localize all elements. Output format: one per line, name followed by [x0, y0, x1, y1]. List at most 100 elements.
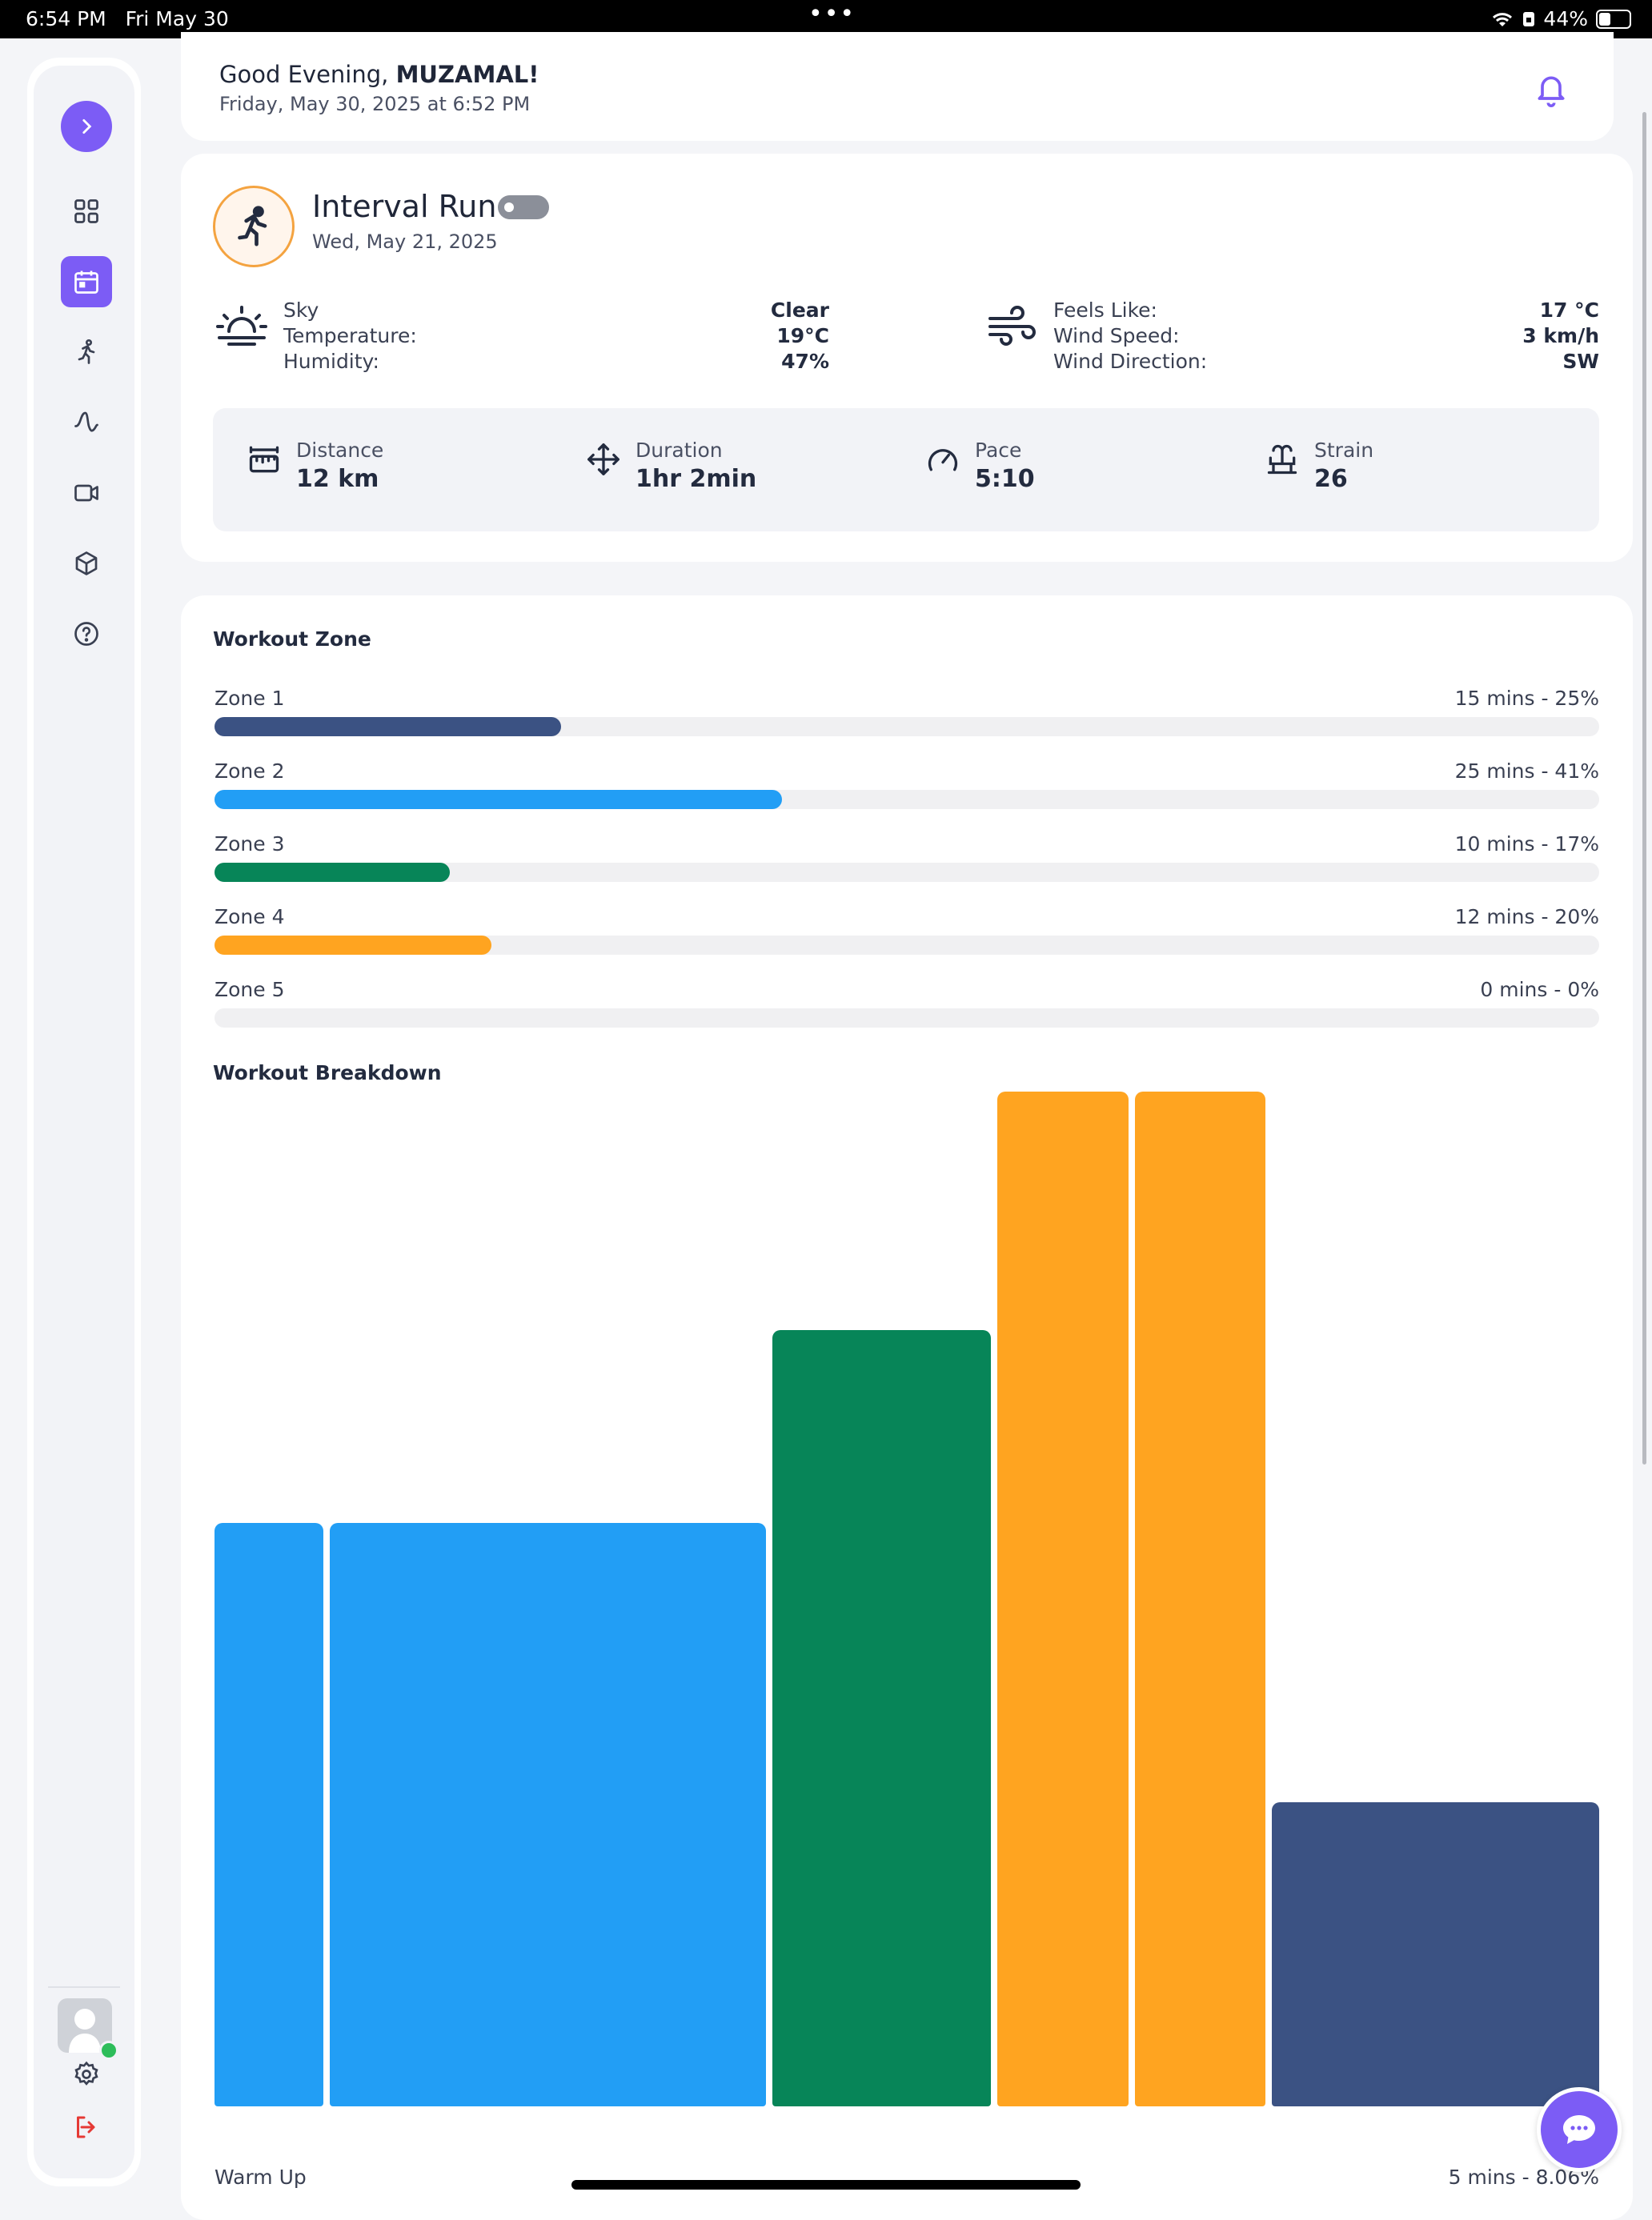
- sidebar-item-analytics[interactable]: [61, 397, 112, 448]
- sidebar: [27, 58, 141, 2186]
- zone-name: Zone 4: [215, 905, 285, 928]
- battery-icon: [1596, 9, 1631, 29]
- zone-info: 10 mins - 17%: [1454, 832, 1599, 856]
- chevron-right-icon: [82, 119, 92, 134]
- runner-icon: [78, 339, 95, 364]
- user-name: MUZAMAL!: [395, 61, 539, 88]
- temperature-label: Temperature:: [283, 324, 417, 347]
- sky-label: Sky: [283, 299, 319, 322]
- workout-toggle[interactable]: [498, 195, 549, 219]
- workout-zone-title: Workout Zone: [213, 627, 371, 651]
- humidity-label: Humidity:: [283, 350, 379, 373]
- wind-direction-label: Wind Direction:: [1053, 350, 1208, 373]
- calendar-icon: [74, 270, 98, 294]
- zone-progress-fill: [215, 936, 491, 955]
- zone-name: Zone 5: [215, 978, 285, 1001]
- ruler-icon: [249, 446, 279, 473]
- sky-value: Clear: [770, 299, 829, 322]
- breakdown-bar[interactable]: [215, 1522, 324, 2106]
- workout-summary-card: Interval Run Wed, May 21, 2025 Sky Tempe…: [181, 154, 1633, 562]
- home-indicator[interactable]: [571, 2180, 1081, 2190]
- zone-info: 15 mins - 25%: [1454, 687, 1599, 710]
- zone-info: 12 mins - 20%: [1454, 905, 1599, 928]
- breakdown-bar[interactable]: [772, 1329, 991, 2106]
- breakdown-bar[interactable]: [330, 1522, 767, 2106]
- video-icon: [74, 484, 98, 502]
- greeting: Good Evening, MUZAMAL!: [219, 61, 539, 88]
- zone-name: Zone 1: [215, 687, 285, 710]
- breakdown-bar[interactable]: [997, 1092, 1129, 2106]
- gear-icon: [74, 2061, 98, 2086]
- chat-bubble-icon: [1563, 2115, 1595, 2144]
- metric-strain: Strain 26: [1267, 439, 1374, 493]
- metric-label: Pace: [975, 439, 1022, 462]
- zone-progress-fill: [215, 717, 561, 736]
- workout-title: Interval Run: [312, 189, 497, 224]
- fountain-icon: [1267, 444, 1297, 475]
- wind-speed-label: Wind Speed:: [1053, 324, 1180, 347]
- current-datetime: Friday, May 30, 2025 at 6:52 PM: [219, 93, 531, 115]
- sidebar-item-videos[interactable]: [61, 467, 112, 519]
- scrollbar[interactable]: [1642, 112, 1646, 1465]
- metric-pace: Pace 5:10: [928, 439, 1035, 493]
- sidebar-item-activities[interactable]: [61, 327, 112, 378]
- sidebar-item-calendar[interactable]: [61, 256, 112, 307]
- sidebar-item-products[interactable]: [61, 538, 112, 589]
- multitasking-dots[interactable]: •••: [808, 0, 856, 28]
- cube-icon: [75, 551, 98, 575]
- metric-label: Duration: [636, 439, 723, 462]
- metric-value: 12 km: [296, 465, 379, 493]
- metric-value: 26: [1314, 465, 1348, 493]
- chat-button[interactable]: [1537, 2087, 1622, 2172]
- settings-button[interactable]: [61, 2052, 112, 2097]
- metric-distance: Distance 12 km: [249, 439, 384, 493]
- status-right: 44%: [1490, 7, 1631, 30]
- metric-value: 5:10: [975, 465, 1035, 493]
- sidebar-expand-button[interactable]: [61, 101, 112, 152]
- wind-speed-value: 3 km/h: [1522, 324, 1599, 347]
- segment-label: Warm Up: [215, 2166, 307, 2189]
- logout-button[interactable]: [61, 2105, 112, 2150]
- feels-like-label: Feels Like:: [1053, 299, 1157, 322]
- zone-info: 25 mins - 41%: [1454, 759, 1599, 783]
- bell-icon[interactable]: [1534, 70, 1569, 109]
- metric-value: 1hr 2min: [636, 465, 757, 493]
- status-time: 6:54 PM Fri May 30: [26, 7, 229, 30]
- wifi-icon: [1493, 12, 1513, 26]
- breakdown-bar[interactable]: [1272, 1801, 1599, 2106]
- grid-icon: [74, 199, 98, 223]
- zone-progress-track: [215, 863, 1599, 882]
- lock-rotation-icon: [1523, 11, 1535, 26]
- workout-breakdown-title: Workout Breakdown: [213, 1061, 442, 1084]
- wind-icon: [988, 306, 1036, 346]
- metric-label: Distance: [296, 439, 384, 462]
- zone-progress-fill: [215, 790, 783, 809]
- breakdown-bar[interactable]: [1134, 1092, 1266, 2106]
- gauge-icon: [928, 449, 958, 471]
- zone-name: Zone 2: [215, 759, 285, 783]
- sidebar-item-help[interactable]: [61, 608, 112, 659]
- header-card: Good Evening, MUZAMAL! Friday, May 30, 2…: [181, 32, 1614, 141]
- metric-label: Strain: [1314, 439, 1374, 462]
- humidity-value: 47%: [781, 350, 829, 373]
- move-arrows-icon: [587, 443, 620, 475]
- zone-progress-track: [215, 717, 1599, 736]
- zone-info: 0 mins - 0%: [1480, 978, 1599, 1001]
- battery-percent: 44%: [1543, 7, 1588, 30]
- help-circle-icon: [74, 622, 98, 646]
- workout-zone-card: Workout Zone Zone 1 15 mins - 25% Zone 2 25…: [181, 595, 1633, 2220]
- zone-name: Zone 3: [215, 832, 285, 856]
- temperature-value: 19°C: [776, 324, 829, 347]
- zone-progress-track: [215, 936, 1599, 955]
- workout-metrics: Distance 12 km Duration 1hr 2min Pace 5:…: [213, 408, 1599, 531]
- sidebar-item-dashboard[interactable]: [61, 186, 112, 237]
- sidebar-panel: [34, 66, 134, 2178]
- workout-type-badge: [213, 186, 295, 267]
- zone-progress-fill: [215, 863, 451, 882]
- zone-progress-track: [215, 1008, 1599, 1028]
- wind-direction-value: SW: [1562, 350, 1599, 373]
- logout-icon: [77, 2116, 95, 2138]
- sunrise-icon: [216, 306, 267, 346]
- wave-icon: [74, 411, 98, 432]
- online-status-dot: [99, 2041, 118, 2060]
